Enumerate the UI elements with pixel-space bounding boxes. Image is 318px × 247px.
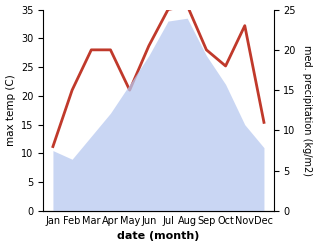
Y-axis label: med. precipitation (kg/m2): med. precipitation (kg/m2): [302, 45, 313, 176]
X-axis label: date (month): date (month): [117, 231, 200, 242]
Y-axis label: max temp (C): max temp (C): [5, 74, 16, 146]
